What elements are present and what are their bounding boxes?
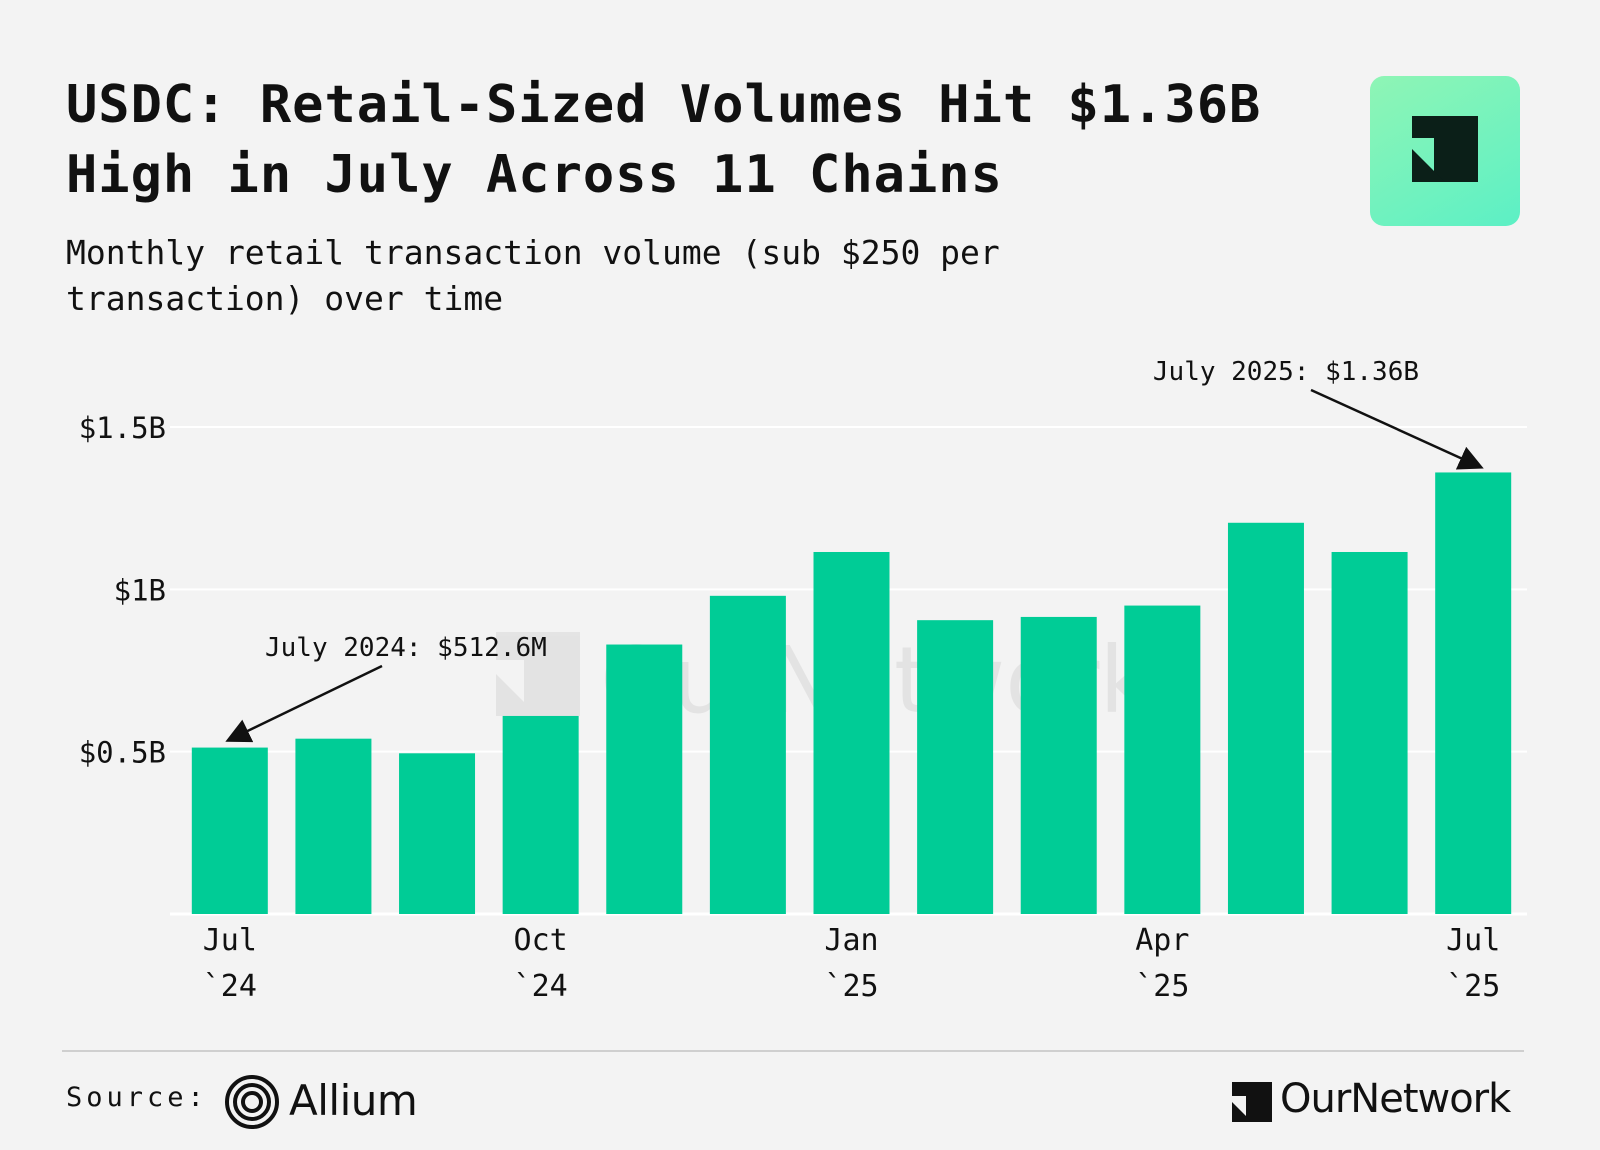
x-tick-label: Jan [824, 923, 878, 958]
y-tick-label: $0.5B [79, 736, 166, 770]
bar [399, 753, 476, 914]
source-label: Source: [66, 1082, 208, 1113]
y-axis-ticks: $0.5B $1B $1.5B [79, 411, 166, 770]
bar-chart: OurNetwork $0.5B$1B$1.5B Jul`24Oct`24Jan… [79, 357, 1527, 1004]
chart-subtitle: Monthly retail transaction volume (sub $… [66, 233, 1000, 318]
bar [1435, 472, 1512, 914]
x-tick-label: `25 [824, 969, 878, 1004]
bar [709, 595, 786, 914]
ournetwork-footer-logo-icon [1232, 1082, 1272, 1122]
x-tick-label: Jul [1446, 923, 1500, 958]
brand-name: OurNetwork [1280, 1076, 1511, 1122]
bar [606, 644, 683, 914]
x-tick-label: `24 [514, 969, 568, 1004]
ournetwork-logo-icon [1412, 116, 1478, 182]
x-tick-label: `25 [1446, 969, 1500, 1004]
x-tick-label: Oct [514, 923, 568, 958]
bar [1124, 605, 1201, 914]
x-tick-label: `25 [1135, 969, 1189, 1004]
annotation-label: July 2025: $1.36B [1153, 357, 1419, 387]
bar [502, 715, 579, 914]
x-tick-label: `24 [203, 969, 257, 1004]
x-axis-ticks: Jul `24 Oct `24 Jan `25 Apr `25 Jul `25 [203, 923, 1501, 1004]
bar [813, 551, 890, 914]
bars [191, 472, 1512, 914]
bar [917, 620, 994, 914]
y-tick-label: $1.5B [79, 411, 166, 445]
bar [191, 747, 268, 914]
watermark-logo-icon [496, 632, 580, 716]
x-tick-label: Jul [203, 923, 257, 958]
allium-logo-icon [225, 1075, 279, 1129]
annotation-arrow [225, 664, 383, 743]
y-tick-label: $1B [114, 573, 166, 607]
footer-divider [62, 1050, 1524, 1052]
chart-title: USDC: Retail-Sized Volumes Hit $1.36B Hi… [66, 75, 1262, 205]
annotation-label: July 2024: $512.6M [265, 633, 547, 663]
bar [295, 738, 372, 914]
bar [1020, 616, 1097, 914]
annotation-arrow [1310, 388, 1484, 470]
bar [1331, 551, 1408, 914]
bar [1227, 522, 1304, 914]
annotations: July 2024: $512.6M July 2025: $1.36B [225, 357, 1484, 743]
brand-logo-tile [1370, 76, 1520, 226]
source-provider: Allium [289, 1076, 418, 1125]
x-tick-label: Apr [1135, 923, 1189, 958]
